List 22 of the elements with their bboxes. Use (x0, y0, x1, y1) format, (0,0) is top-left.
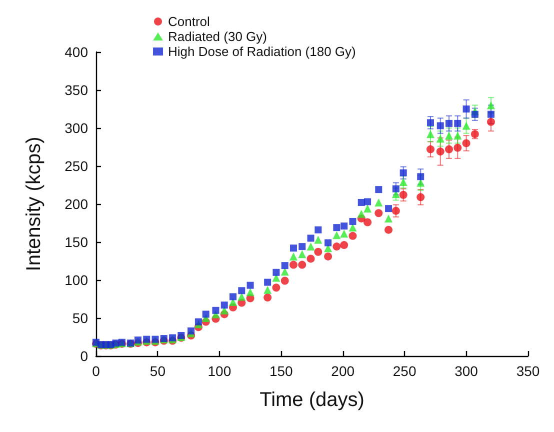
x-tick-label: 150 (269, 363, 294, 379)
x-tick-label: 0 (92, 363, 100, 379)
y-axis-title: Intensity (kcps) (23, 136, 45, 272)
y-tick-label: 350 (64, 82, 88, 98)
x-axis-title: Time (days) (260, 389, 364, 411)
y-tick-label: 300 (64, 120, 88, 136)
y-tick-label: 200 (64, 196, 88, 212)
y-tick-label: 250 (64, 158, 88, 174)
y-tick-label: 400 (64, 44, 88, 60)
x-tick-label: 350 (516, 363, 540, 379)
legend-label: High Dose of Radiation (180 Gy) (168, 44, 356, 59)
y-tick-label: 100 (64, 272, 88, 288)
y-tick-label: 0 (80, 348, 88, 364)
x-tick-label: 250 (392, 363, 416, 379)
legend-label: Radiated (30 Gy) (168, 29, 267, 44)
x-tick-label: 50 (150, 363, 166, 379)
x-tick-label: 200 (331, 363, 355, 379)
y-tick-label: 150 (64, 234, 88, 250)
x-tick-label: 100 (208, 363, 232, 379)
legend-label: Control (168, 14, 210, 29)
y-tick-label: 50 (72, 310, 88, 326)
x-tick-label: 300 (454, 363, 478, 379)
